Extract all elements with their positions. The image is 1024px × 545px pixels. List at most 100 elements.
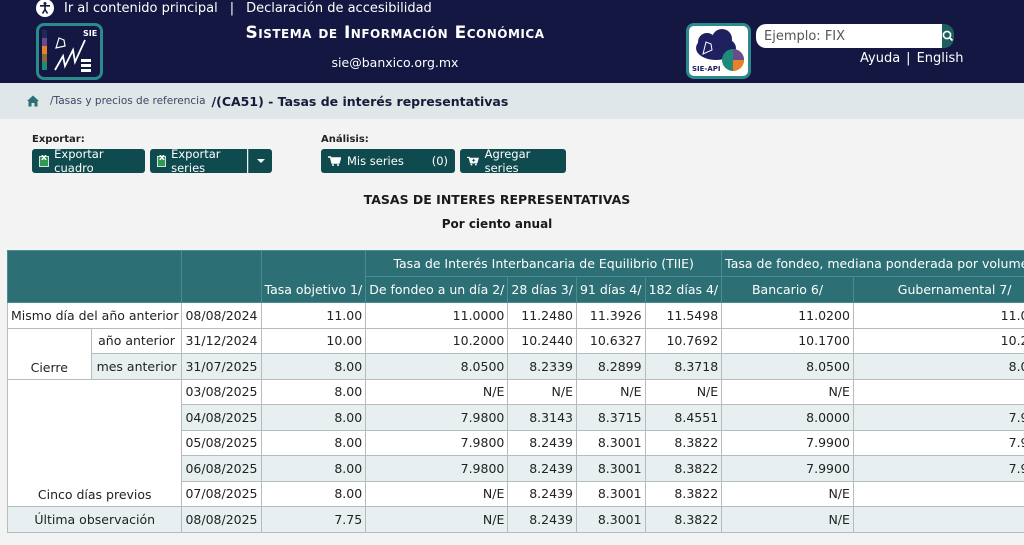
table-row: 07/08/2025 8.00 N/E 8.2439 8.3001 8.3822… <box>8 480 1024 507</box>
svg-text:SIE-API: SIE-API <box>692 65 721 73</box>
header-tasa-objetivo: Tasa objetivo 1/ <box>260 250 367 303</box>
cell: 11.0000 <box>365 302 509 329</box>
cell: 8.3822 <box>644 429 723 456</box>
row-date: 31/12/2024 <box>181 327 262 354</box>
cart-icon <box>328 156 341 166</box>
header-links: Ayuda | English <box>860 51 964 66</box>
cell: 8.00 <box>260 353 367 380</box>
cell: 8.0500 <box>721 353 854 380</box>
cell: N/E <box>575 378 646 405</box>
sie-logo[interactable]: SIE <box>36 23 103 80</box>
table-row: Cierre año anterior 31/12/2024 10.00 10.… <box>7 327 1024 380</box>
cell: 8.0500 <box>852 353 1024 380</box>
help-link[interactable]: Ayuda <box>860 51 901 66</box>
search-input[interactable] <box>756 24 942 48</box>
cell: 8.4551 <box>644 404 723 431</box>
cell: 8.3001 <box>575 455 646 482</box>
accessibility-icon <box>36 0 54 17</box>
add-to-cart-icon <box>467 156 479 166</box>
row-date: 08/08/2025 <box>181 506 262 533</box>
export-label: Exportar: <box>32 134 85 145</box>
header-91-dias: 91 días 4/ <box>575 276 646 303</box>
table-row: 04/08/2025 8.00 7.9800 8.3143 8.3715 8.4… <box>8 404 1024 431</box>
cell: 11.5498 <box>644 302 723 329</box>
export-table-button[interactable]: Exportar cuadro <box>32 147 145 175</box>
row-date: 04/08/2025 <box>181 404 262 431</box>
table-title: TASAS DE INTERES REPRESENTATIVAS <box>363 192 631 207</box>
cell: 10.2440 <box>507 327 577 354</box>
accessibility-statement-link[interactable]: Declaración de accesibilidad <box>246 0 432 16</box>
cell: 8.3822 <box>644 506 723 533</box>
header-bancario: Bancario 6/ <box>721 276 854 303</box>
cell: 10.6327 <box>575 327 646 354</box>
row-date: 05/08/2025 <box>181 429 262 456</box>
cell: 10.7692 <box>644 327 723 354</box>
svg-text:SIE: SIE <box>83 29 97 38</box>
cell: 8.3143 <box>507 404 577 431</box>
my-series-button[interactable]: Mis series (0) <box>321 149 455 173</box>
table-row: Mismo día del año anterior 08/08/2024 11… <box>6 302 1024 329</box>
cell: N/E <box>507 378 577 405</box>
cell: 7.9800 <box>365 404 509 431</box>
cell: 8.3001 <box>575 506 646 533</box>
header-28-dias: 28 días 3/ <box>507 276 577 303</box>
cell: 8.0000 <box>721 404 854 431</box>
english-link[interactable]: English <box>916 51 964 66</box>
search-box <box>756 24 954 48</box>
cell: 8.00 <box>260 378 367 405</box>
header-gubernamental: Gubernamental 7/ <box>852 276 1024 303</box>
cell: 8.00 <box>260 429 367 456</box>
row-sublabel: mes anterior <box>90 353 183 380</box>
cell: N/E <box>721 378 854 405</box>
cell: 8.3715 <box>575 404 646 431</box>
contact-email[interactable]: sie@banxico.org.mx <box>331 55 459 70</box>
add-series-button[interactable]: Agregar series <box>460 147 566 175</box>
cell: 7.9900 <box>721 429 854 456</box>
table-row: 05/08/2025 8.00 7.9800 8.2439 8.3001 8.3… <box>8 429 1024 456</box>
cell: 11.0000 <box>852 302 1024 329</box>
skip-links: Ir al contenido principal | Declaración … <box>36 0 432 17</box>
cell: N/E <box>852 480 1024 507</box>
skip-to-content-link[interactable]: Ir al contenido principal <box>64 0 218 16</box>
cell: 8.00 <box>260 480 367 507</box>
cell: 10.2000 <box>365 327 509 354</box>
group-header-row: Tasa objetivo 1/ Tasa de Interés Interba… <box>6 250 1024 303</box>
table-subtitle: Por ciento anual <box>441 217 553 231</box>
cell: 7.9900 <box>721 455 854 482</box>
row-date: 03/08/2025 <box>181 378 262 405</box>
cell: N/E <box>365 378 509 405</box>
site-title: Sistema de Información Económica <box>245 23 545 43</box>
row-date: 31/07/2025 <box>181 353 262 380</box>
cell: N/E <box>644 378 723 405</box>
table-row: Cinco días previos 03/08/2025 8.00 N/E N… <box>6 378 1024 507</box>
export-series-button[interactable]: Exportar series <box>150 147 247 175</box>
home-icon[interactable] <box>26 94 40 108</box>
cell: N/E <box>852 506 1024 533</box>
export-options-dropdown[interactable] <box>248 149 272 173</box>
table-row: mes anterior 31/07/2025 8.00 8.0500 8.23… <box>8 353 1024 380</box>
export-series-label: Exportar series <box>171 147 221 175</box>
column-header-row: De fondeo a un día 2/ 28 días 3/ 91 días… <box>8 276 1024 303</box>
cell: 7.9800 <box>852 455 1024 482</box>
table-row: 06/08/2025 8.00 7.9800 8.2439 8.3001 8.3… <box>8 455 1024 482</box>
separator: | <box>229 0 235 16</box>
search-button[interactable] <box>942 24 954 48</box>
cell: 10.1700 <box>721 327 854 354</box>
header-group-fondeo: Tasa de fondeo, mediana ponderada por vo… <box>721 250 1024 277</box>
header-fondeo-un-dia: De fondeo a un día 2/ <box>365 276 509 303</box>
cell: 11.00 <box>260 302 367 329</box>
add-series-label: Agregar series <box>484 147 531 175</box>
header-182-dias: 182 días 4/ <box>644 276 723 303</box>
row-label: Mismo día del año anterior <box>6 302 183 329</box>
sie-api-logo[interactable]: SIE-API <box>686 23 751 79</box>
breadcrumb-parent-link[interactable]: /Tasas y precios de referencia <box>50 95 206 107</box>
cell: 8.2439 <box>507 455 577 482</box>
cell: 7.9800 <box>852 429 1024 456</box>
separator: | <box>906 51 911 66</box>
cell: 8.2899 <box>575 353 646 380</box>
cell: 8.2439 <box>507 506 577 533</box>
export-table-label: Exportar cuadro <box>54 147 104 175</box>
site-header: Ir al contenido principal | Declaración … <box>0 0 1024 83</box>
export-group: Exportar: Exportar cuadro Exportar serie… <box>32 134 272 175</box>
excel-icon <box>39 153 50 167</box>
